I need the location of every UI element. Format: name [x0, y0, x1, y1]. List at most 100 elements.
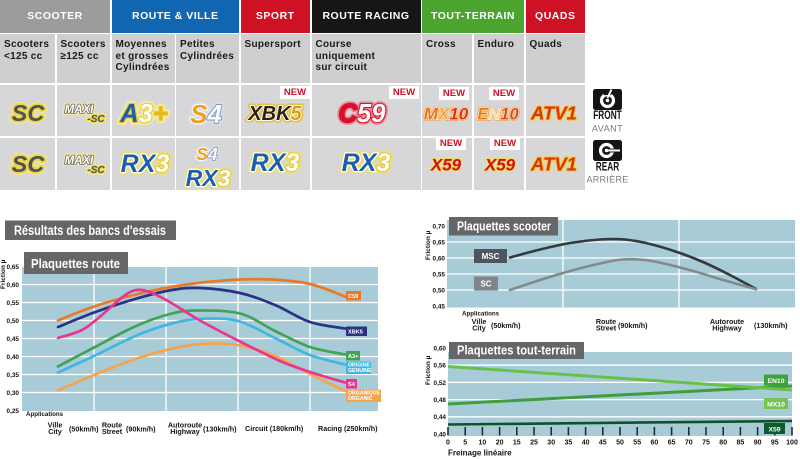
svg-text:REAR: REAR: [596, 161, 620, 174]
svg-text:0,50: 0,50: [7, 318, 20, 325]
svg-text:RX3: RX3: [186, 165, 231, 190]
svg-text:25: 25: [530, 440, 538, 447]
svg-text:Highway: Highway: [712, 324, 742, 333]
svg-text:-SC: -SC: [87, 165, 105, 176]
svg-text:Autoroute: Autoroute: [168, 421, 202, 430]
svg-text:Autoroute: Autoroute: [710, 317, 744, 326]
svg-text:S4: S4: [190, 99, 222, 129]
svg-text:100: 100: [786, 440, 798, 447]
svg-text:City: City: [472, 324, 486, 333]
svg-text:ATV1: ATV1: [530, 154, 577, 175]
svg-text:Circuit (180km/h): Circuit (180km/h): [245, 424, 304, 433]
svg-text:S4: S4: [348, 382, 356, 388]
svg-text:MX10: MX10: [424, 105, 469, 124]
svg-text:XBK5: XBK5: [247, 103, 302, 125]
svg-text:Résultats des bancs d'essais: Résultats des bancs d'essais: [14, 222, 166, 238]
svg-text:ORIGINE: ORIGINE: [348, 363, 370, 369]
svg-text:MAXI: MAXI: [65, 104, 95, 116]
svg-text:0,55: 0,55: [7, 300, 20, 307]
svg-text:S4: S4: [196, 144, 218, 164]
svg-text:X59: X59: [484, 156, 516, 175]
svg-text:A3+: A3+: [119, 100, 168, 128]
svg-text:MAXI: MAXI: [65, 104, 95, 116]
svg-text:GENUINE: GENUINE: [348, 368, 372, 374]
svg-text:-SC: -SC: [87, 114, 105, 125]
svg-text:Ville: Ville: [48, 421, 63, 430]
svg-text:RX3: RX3: [121, 150, 170, 178]
svg-text:ORGANIC: ORGANIC: [348, 396, 373, 402]
svg-text:(90km/h): (90km/h): [126, 425, 156, 434]
svg-text:-SC: -SC: [87, 114, 105, 125]
svg-text:80: 80: [719, 440, 727, 447]
svg-text:Route: Route: [596, 317, 616, 326]
svg-text:50: 50: [616, 440, 624, 447]
svg-text:SC: SC: [12, 151, 46, 177]
svg-text:35: 35: [565, 440, 573, 447]
svg-text:55: 55: [633, 440, 641, 447]
svg-text:MAXI: MAXI: [65, 155, 95, 167]
svg-text:(130km/h): (130km/h): [754, 321, 788, 330]
svg-text:(130km/h): (130km/h): [203, 425, 237, 434]
svg-text:Freinage linéaire: Freinage linéaire: [448, 449, 512, 458]
svg-text:ATV1: ATV1: [530, 154, 577, 175]
svg-text:EN10: EN10: [477, 106, 519, 124]
svg-text:0,56: 0,56: [434, 363, 447, 370]
svg-text:ATV1: ATV1: [530, 154, 577, 175]
svg-text:MAXI: MAXI: [65, 155, 95, 167]
svg-text:(90km/h): (90km/h): [618, 321, 648, 330]
svg-text:0,65: 0,65: [433, 239, 446, 246]
svg-text:0,60: 0,60: [434, 345, 447, 352]
svg-text:Plaquettes route: Plaquettes route: [31, 256, 120, 271]
svg-text:Street: Street: [596, 324, 617, 333]
svg-text:Applications: Applications: [26, 411, 64, 418]
svg-text:SC: SC: [12, 100, 46, 126]
svg-text:Applications: Applications: [462, 311, 500, 318]
svg-text:45: 45: [599, 440, 607, 447]
svg-text:0,40: 0,40: [7, 354, 20, 361]
svg-text:0,45: 0,45: [433, 303, 446, 310]
svg-text:MX10: MX10: [424, 105, 469, 124]
svg-text:-SC: -SC: [87, 165, 105, 176]
svg-text:MX10: MX10: [424, 105, 469, 124]
svg-text:0,60: 0,60: [433, 255, 446, 262]
svg-text:RX3: RX3: [186, 165, 231, 190]
svg-text:85: 85: [737, 440, 745, 447]
svg-text:20: 20: [496, 440, 504, 447]
svg-text:Highway: Highway: [170, 427, 200, 436]
svg-text:A3+: A3+: [348, 354, 359, 360]
svg-text:0,70: 0,70: [433, 223, 446, 230]
svg-text:MSC: MSC: [482, 252, 500, 261]
svg-text:60: 60: [651, 440, 659, 447]
svg-text:65: 65: [668, 440, 676, 447]
svg-text:AVANT: AVANT: [592, 124, 623, 134]
svg-text:Plaquettes tout-terrain: Plaquettes tout-terrain: [457, 344, 576, 358]
svg-text:0,50: 0,50: [433, 287, 446, 294]
svg-text:S4: S4: [190, 99, 222, 129]
svg-text:SC: SC: [12, 151, 46, 177]
svg-text:Friction µ: Friction µ: [425, 230, 432, 260]
svg-text:0,60: 0,60: [7, 282, 20, 289]
svg-text:S4: S4: [190, 99, 222, 129]
svg-text:Plaquettes scooter: Plaquettes scooter: [457, 220, 551, 234]
svg-text:70: 70: [685, 440, 693, 447]
svg-text:75: 75: [702, 440, 710, 447]
svg-text:EN10: EN10: [767, 378, 784, 385]
svg-text:FRONT: FRONT: [593, 110, 622, 123]
svg-text:MX10: MX10: [767, 401, 785, 408]
svg-text:RX3: RX3: [251, 149, 300, 177]
svg-text:0,55: 0,55: [433, 271, 446, 278]
svg-text:S4: S4: [196, 144, 218, 164]
svg-text:XBK5: XBK5: [247, 103, 302, 125]
svg-text:ARRIÈRE: ARRIÈRE: [586, 175, 628, 185]
svg-text:X59: X59: [430, 156, 462, 175]
svg-text:ORGANIQUE: ORGANIQUE: [348, 391, 381, 397]
svg-text:10: 10: [479, 440, 487, 447]
svg-text:0,30: 0,30: [7, 390, 20, 397]
svg-text:-SC: -SC: [87, 165, 105, 176]
svg-text:95: 95: [771, 440, 779, 447]
svg-text:City: City: [48, 427, 62, 436]
svg-text:0,35: 0,35: [7, 372, 20, 379]
svg-text:15: 15: [513, 440, 521, 447]
svg-text:RX3: RX3: [251, 149, 300, 177]
svg-text:Racing (250km/h): Racing (250km/h): [318, 424, 378, 433]
